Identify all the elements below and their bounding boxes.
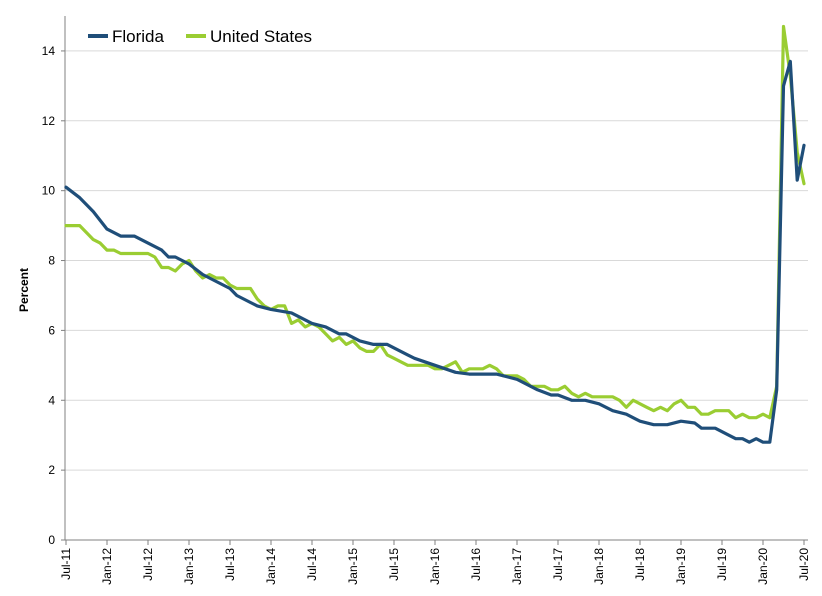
x-tick-label-jan-17: Jan-17 [510,548,524,585]
y-tick-label-4: 4 [48,393,55,407]
y-tick-label-6: 6 [48,323,55,337]
y-axis-title: Percent [17,268,31,312]
x-tick-label-jul-15: Jul-15 [387,548,401,581]
x-tick-label-jul-14: Jul-14 [305,548,319,581]
x-tick-label-jan-16: Jan-16 [428,548,442,585]
x-tick-label-jan-12: Jan-12 [100,548,114,585]
x-tick-label-jul-18: Jul-18 [633,548,647,581]
legend-label-florida: Florida [112,27,165,46]
y-tick-label-10: 10 [42,184,56,198]
x-tick-label-jan-14: Jan-14 [264,548,278,585]
x-tick-label-jul-17: Jul-17 [551,548,565,581]
x-tick-label-jul-16: Jul-16 [469,548,483,581]
y-tick-label-8: 8 [48,254,55,268]
y-tick-label-0: 0 [48,533,55,547]
legend: Florida United States [88,27,312,46]
x-axis-ticks: Jul-11 Jan-12 Jul-12 Jan-13 Jul-13 Jan-14 Jul-… [59,540,811,585]
y-tick-label-2: 2 [48,463,55,477]
x-tick-label-jul-20: Jul-20 [797,548,811,581]
x-tick-label-jul-12: Jul-12 [141,548,155,581]
y-axis-ticks: 0 2 4 6 8 10 12 14 [42,44,65,547]
x-tick-label-jul-13: Jul-13 [223,548,237,581]
x-tick-label-jul-11: Jul-11 [59,548,73,580]
series-line-florida [64,59,806,444]
x-tick-label-jul-19: Jul-19 [715,548,729,581]
y-tick-label-14: 14 [42,44,56,58]
series-line-united-states [64,24,806,420]
legend-label-united-states: United States [210,27,312,46]
y-tick-label-12: 12 [42,114,56,128]
x-tick-label-jan-13: Jan-13 [182,548,196,585]
x-tick-label-jan-19: Jan-19 [674,548,688,585]
x-tick-label-jan-18: Jan-18 [592,548,606,585]
series-group [64,24,806,444]
x-tick-label-jan-15: Jan-15 [346,548,360,585]
x-tick-label-jan-20: Jan-20 [756,548,770,585]
